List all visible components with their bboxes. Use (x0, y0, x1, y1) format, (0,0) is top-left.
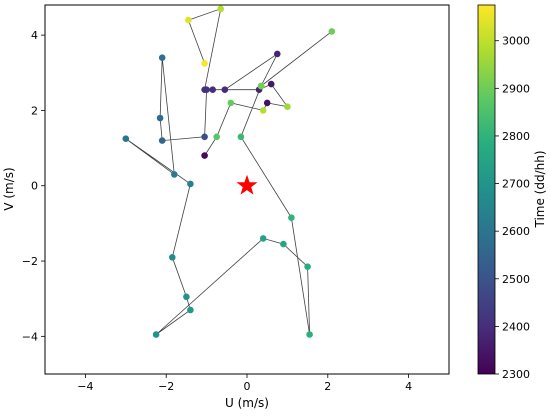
data-point-23 (304, 263, 311, 271)
data-point-20 (152, 331, 160, 338)
data-point-22 (280, 240, 287, 248)
y-tick-label: 4 (31, 29, 38, 42)
data-point-15 (122, 135, 130, 142)
x-tick-label: 4 (405, 380, 412, 393)
colorbar-tick-label: 2800 (502, 130, 530, 143)
data-point-8 (209, 86, 216, 93)
colorbar (477, 4, 496, 375)
colorbar-tick-label: 2600 (502, 225, 530, 238)
trajectory-line (125, 8, 333, 335)
data-point-18 (183, 293, 190, 301)
data-point-0 (201, 152, 208, 159)
data-point-4 (263, 99, 271, 107)
x-axis-label: U (m/s) (225, 396, 269, 410)
x-tick-label: 2 (324, 380, 331, 393)
colorbar-label: Time (dd/hh) (533, 150, 547, 228)
data-point-34 (185, 16, 192, 24)
x-tick-label: −4 (77, 380, 93, 393)
colorbar-tick-label: 2900 (502, 82, 530, 95)
data-point-35 (201, 60, 208, 67)
y-tick-label: −4 (22, 330, 38, 343)
data-point-32 (201, 86, 208, 93)
data-point-6 (267, 80, 275, 88)
data-point-17 (169, 253, 176, 261)
colorbar-tick-label: 2300 (502, 368, 530, 381)
data-point-10 (201, 133, 208, 141)
data-point-21 (259, 235, 267, 242)
colorbar-tick-label: 2400 (502, 320, 530, 333)
data-point-3 (259, 107, 267, 114)
x-tick-label: 0 (244, 380, 251, 393)
data-point-24 (306, 331, 313, 338)
origin-star-marker (236, 174, 258, 195)
data-point-26 (237, 133, 245, 141)
data-point-2 (227, 99, 235, 107)
data-point-19 (187, 306, 194, 314)
colorbar-tick-label: 2700 (502, 178, 530, 191)
data-point-12 (156, 114, 164, 122)
data-point-29 (257, 82, 265, 90)
y-axis-label: V (m/s) (2, 167, 16, 210)
data-point-1 (213, 133, 220, 141)
data-point-33 (217, 5, 224, 13)
data-point-16 (187, 180, 194, 188)
data-point-25 (288, 214, 295, 221)
x-tick-label: −2 (158, 380, 174, 393)
data-point-28 (328, 28, 336, 35)
data-point-5 (284, 103, 291, 110)
data-point-11 (158, 137, 166, 144)
y-tick-label: 2 (31, 104, 38, 117)
data-point-13 (158, 54, 166, 61)
colorbar-tick-label: 2500 (502, 273, 530, 286)
data-point-31 (221, 86, 229, 93)
data-point-30 (274, 50, 281, 58)
y-tick-label: −2 (22, 255, 38, 268)
data-point-14 (171, 171, 178, 178)
y-tick-label: 0 (31, 180, 38, 193)
colorbar-tick-label: 3000 (502, 35, 530, 48)
